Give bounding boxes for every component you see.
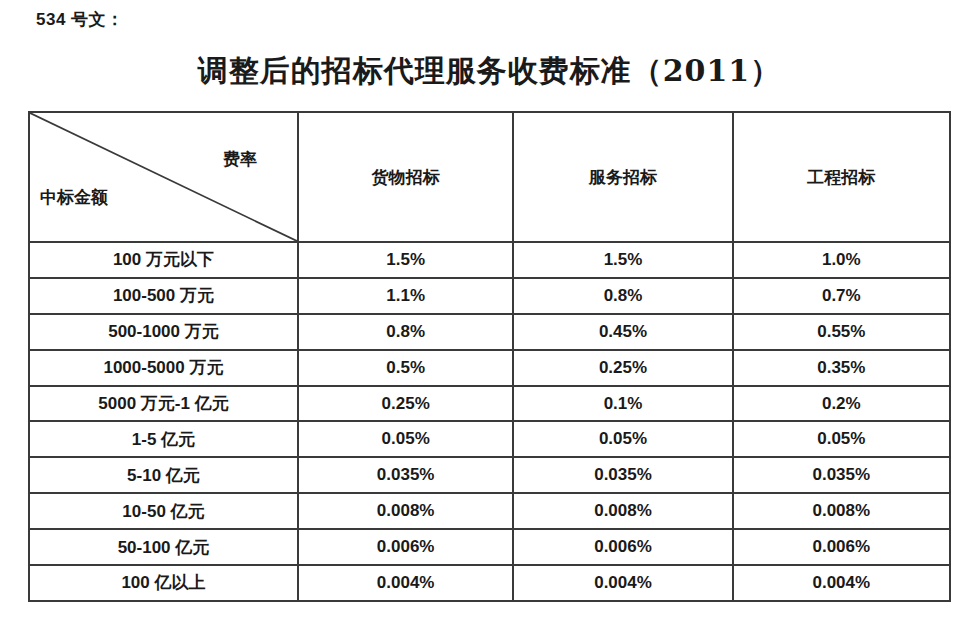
rate-cell: 1.5% — [298, 242, 514, 278]
column-header-engineering: 工程招标 — [733, 112, 950, 242]
rate-cell: 1.0% — [733, 242, 950, 278]
rate-cell: 0.035% — [733, 457, 950, 493]
rate-cell: 0.1% — [513, 386, 732, 422]
row-label: 5000 万元-1 亿元 — [29, 386, 298, 422]
diagonal-divider-line — [30, 113, 297, 241]
rate-cell: 0.7% — [733, 278, 950, 314]
rate-cell: 0.004% — [513, 565, 732, 601]
rate-cell: 0.008% — [513, 493, 732, 529]
rate-cell: 0.2% — [733, 386, 950, 422]
rate-cell: 0.05% — [298, 421, 514, 457]
table-row: 100 亿以上 0.004% 0.004% 0.004% — [29, 565, 950, 601]
rate-cell: 0.035% — [513, 457, 732, 493]
row-label: 100 万元以下 — [29, 242, 298, 278]
rate-cell: 0.008% — [733, 493, 950, 529]
table-row: 100-500 万元 1.1% 0.8% 0.7% — [29, 278, 950, 314]
rate-cell: 0.05% — [733, 421, 950, 457]
row-label: 100-500 万元 — [29, 278, 298, 314]
rate-cell: 1.5% — [513, 242, 732, 278]
rate-cell: 0.35% — [733, 350, 950, 386]
fee-standard-table: 费率 中标金额 货物招标 服务招标 工程招标 100 万元以下 1.5% 1.5… — [28, 111, 951, 602]
corner-label-bid-amount: 中标金额 — [40, 186, 108, 209]
rate-cell: 0.004% — [298, 565, 514, 601]
rate-cell: 0.004% — [733, 565, 950, 601]
rate-cell: 0.006% — [733, 529, 950, 565]
table-row: 500-1000 万元 0.8% 0.45% 0.55% — [29, 314, 950, 350]
document-number-label: 534 号文： — [36, 8, 124, 31]
header-row: 费率 中标金额 货物招标 服务招标 工程招标 — [29, 112, 950, 242]
rate-cell: 0.55% — [733, 314, 950, 350]
rate-cell: 0.035% — [298, 457, 514, 493]
rate-cell: 0.25% — [298, 386, 514, 422]
row-label: 100 亿以上 — [29, 565, 298, 601]
table-row: 1-5 亿元 0.05% 0.05% 0.05% — [29, 421, 950, 457]
column-header-goods: 货物招标 — [298, 112, 514, 242]
rate-cell: 0.006% — [513, 529, 732, 565]
table-row: 1000-5000 万元 0.5% 0.25% 0.35% — [29, 350, 950, 386]
row-label: 1-5 亿元 — [29, 421, 298, 457]
row-label: 10-50 亿元 — [29, 493, 298, 529]
rate-cell: 0.45% — [513, 314, 732, 350]
page-title: 调整后的招标代理服务收费标准（2011） — [0, 51, 979, 92]
table-row: 5-10 亿元 0.035% 0.035% 0.035% — [29, 457, 950, 493]
rate-cell: 0.8% — [513, 278, 732, 314]
rate-cell: 0.8% — [298, 314, 514, 350]
table-row: 5000 万元-1 亿元 0.25% 0.1% 0.2% — [29, 386, 950, 422]
row-label: 500-1000 万元 — [29, 314, 298, 350]
rate-cell: 1.1% — [298, 278, 514, 314]
table-row: 10-50 亿元 0.008% 0.008% 0.008% — [29, 493, 950, 529]
table-row: 100 万元以下 1.5% 1.5% 1.0% — [29, 242, 950, 278]
row-label: 1000-5000 万元 — [29, 350, 298, 386]
row-label: 50-100 亿元 — [29, 529, 298, 565]
table-row: 50-100 亿元 0.006% 0.006% 0.006% — [29, 529, 950, 565]
corner-header-cell: 费率 中标金额 — [29, 112, 298, 242]
rate-cell: 0.008% — [298, 493, 514, 529]
row-label: 5-10 亿元 — [29, 457, 298, 493]
rate-cell: 0.5% — [298, 350, 514, 386]
column-header-service: 服务招标 — [513, 112, 732, 242]
rate-cell: 0.05% — [513, 421, 732, 457]
corner-label-rate: 费率 — [223, 148, 257, 171]
rate-cell: 0.25% — [513, 350, 732, 386]
rate-cell: 0.006% — [298, 529, 514, 565]
